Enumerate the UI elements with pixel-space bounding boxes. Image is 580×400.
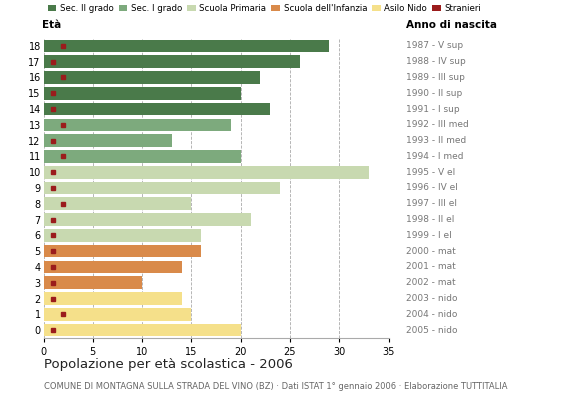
Text: 1987 - V sup: 1987 - V sup xyxy=(406,41,463,50)
Text: Anno di nascita: Anno di nascita xyxy=(406,20,497,30)
Bar xyxy=(44,87,241,100)
Text: 1990 - II sup: 1990 - II sup xyxy=(406,89,462,98)
Bar xyxy=(44,166,369,178)
Text: 1999 - I el: 1999 - I el xyxy=(406,231,452,240)
Text: Età: Età xyxy=(42,20,61,30)
Text: 1996 - IV el: 1996 - IV el xyxy=(406,184,458,192)
Text: COMUNE DI MONTAGNA SULLA STRADA DEL VINO (BZ) · Dati ISTAT 1° gennaio 2006 · Ela: COMUNE DI MONTAGNA SULLA STRADA DEL VINO… xyxy=(44,382,507,391)
Bar xyxy=(44,229,201,242)
Text: 1992 - III med: 1992 - III med xyxy=(406,120,469,129)
Bar xyxy=(44,198,191,210)
Bar xyxy=(44,324,241,336)
Text: 1993 - II med: 1993 - II med xyxy=(406,136,466,145)
Bar xyxy=(44,118,231,131)
Bar xyxy=(44,71,260,84)
Bar xyxy=(44,55,300,68)
Text: 1998 - II el: 1998 - II el xyxy=(406,215,455,224)
Text: 2004 - nido: 2004 - nido xyxy=(406,310,458,319)
Bar xyxy=(44,182,280,194)
Text: 2000 - mat: 2000 - mat xyxy=(406,247,456,256)
Bar xyxy=(44,103,270,115)
Text: 2003 - nido: 2003 - nido xyxy=(406,294,458,303)
Text: 1988 - IV sup: 1988 - IV sup xyxy=(406,57,466,66)
Bar xyxy=(44,40,329,52)
Text: 1989 - III sup: 1989 - III sup xyxy=(406,73,465,82)
Bar xyxy=(44,150,241,163)
Text: 1997 - III el: 1997 - III el xyxy=(406,199,457,208)
Text: Popolazione per età scolastica - 2006: Popolazione per età scolastica - 2006 xyxy=(44,358,292,371)
Text: 2002 - mat: 2002 - mat xyxy=(406,278,456,287)
Text: 2005 - nido: 2005 - nido xyxy=(406,326,458,335)
Bar xyxy=(44,213,251,226)
Legend: Sec. II grado, Sec. I grado, Scuola Primaria, Scuola dell'Infanzia, Asilo Nido, : Sec. II grado, Sec. I grado, Scuola Prim… xyxy=(48,4,481,13)
Bar xyxy=(44,292,182,305)
Text: 1991 - I sup: 1991 - I sup xyxy=(406,104,460,114)
Text: 2001 - mat: 2001 - mat xyxy=(406,262,456,272)
Bar xyxy=(44,308,191,321)
Bar xyxy=(44,134,172,147)
Text: 1994 - I med: 1994 - I med xyxy=(406,152,463,161)
Bar xyxy=(44,245,201,258)
Bar xyxy=(44,276,142,289)
Text: 1995 - V el: 1995 - V el xyxy=(406,168,455,177)
Bar xyxy=(44,261,182,273)
